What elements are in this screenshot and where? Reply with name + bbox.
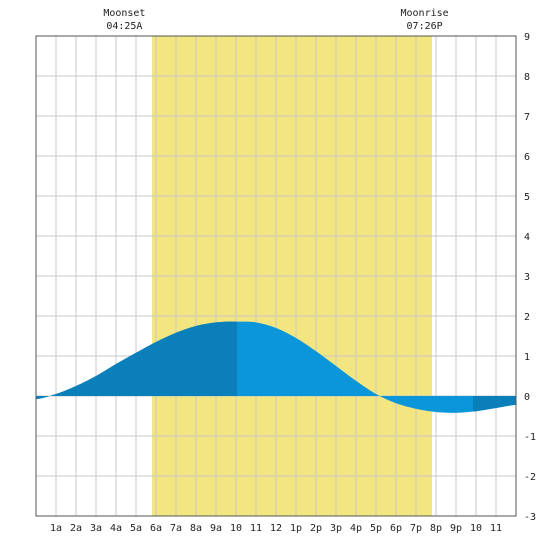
x-tick-label: 7p xyxy=(410,523,422,534)
x-tick-label: 12 xyxy=(270,523,282,534)
x-tick-label: 5p xyxy=(370,523,382,534)
y-tick-label: 8 xyxy=(524,72,530,83)
x-tick-label: 10 xyxy=(230,523,242,534)
x-tick-label: 9a xyxy=(210,523,222,534)
x-tick-label: 7a xyxy=(170,523,182,534)
y-tick-label: 7 xyxy=(524,112,530,123)
tide-area-dark xyxy=(36,321,237,400)
y-tick-label: -2 xyxy=(524,472,536,483)
x-tick-label: 2a xyxy=(70,523,82,534)
y-tick-label: -1 xyxy=(524,432,536,443)
x-tick-label: 6p xyxy=(390,523,402,534)
x-tick-label: 8a xyxy=(190,523,202,534)
plot-frame xyxy=(35,35,517,517)
x-tick-label: 11 xyxy=(250,523,262,534)
y-tick-label: 2 xyxy=(524,312,530,323)
moonrise-label: Moonrise xyxy=(401,8,449,19)
y-tick-label: -3 xyxy=(524,512,536,523)
x-tick-label: 5a xyxy=(130,523,142,534)
x-tick-label: 4a xyxy=(110,523,122,534)
x-tick-label: 6a xyxy=(150,523,162,534)
y-tick-label: 3 xyxy=(524,272,530,283)
x-tick-label: 8p xyxy=(430,523,442,534)
y-tick-label: 5 xyxy=(524,192,530,203)
x-tick-label: 10 xyxy=(470,523,482,534)
x-tick-label: 1p xyxy=(290,523,302,534)
moonset-label: Moonset xyxy=(103,8,145,19)
y-tick-label: 9 xyxy=(524,32,530,43)
tide-area-dark xyxy=(473,396,516,412)
moonrise-time: 07:26P xyxy=(407,21,443,32)
x-tick-label: 4p xyxy=(350,523,362,534)
y-tick-label: 1 xyxy=(524,352,530,363)
moonset-time: 04:25A xyxy=(106,21,142,32)
y-tick-label: 6 xyxy=(524,152,530,163)
x-tick-label: 2p xyxy=(310,523,322,534)
x-tick-label: 3p xyxy=(330,523,342,534)
x-tick-label: 9p xyxy=(450,523,462,534)
x-tick-label: 3a xyxy=(90,523,102,534)
x-tick-label: 11 xyxy=(490,523,502,534)
x-tick-label: 1a xyxy=(50,523,62,534)
y-tick-label: 4 xyxy=(524,232,530,243)
y-tick-label: 0 xyxy=(524,392,530,403)
